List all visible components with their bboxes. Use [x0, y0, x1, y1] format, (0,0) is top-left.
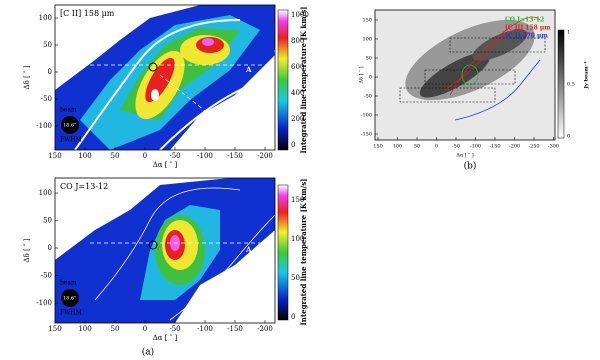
- y-tick-label: 0: [48, 244, 52, 252]
- y-tick-label: 100: [362, 37, 372, 43]
- annotation: 18.6": [63, 123, 76, 129]
- annotation: beam: [60, 107, 77, 114]
- x-tick-label: -50: [169, 325, 180, 333]
- y-tick-label: 150: [362, 18, 372, 24]
- plot-frame: [54, 4, 276, 151]
- colorbar-tick-label: 0: [567, 134, 570, 140]
- annotation: B: [200, 288, 206, 297]
- colorbar: [277, 9, 289, 151]
- x-tick-label: -300: [548, 144, 559, 150]
- x-tick-label: 100: [393, 144, 403, 150]
- x-tick-label: 50: [111, 152, 120, 160]
- colorbar-tick-label: 1: [567, 30, 570, 36]
- x-tick-label: -100: [470, 144, 481, 150]
- caption: (a): [142, 347, 154, 358]
- y-tick-label: 50: [43, 217, 52, 225]
- plot-frame: [374, 9, 556, 141]
- x-tick-label: 150: [373, 144, 383, 150]
- colorbar-tick-label: 150: [291, 196, 304, 204]
- x-tick-label: 150: [48, 325, 61, 333]
- annotation: N: [263, 287, 269, 295]
- y-tick-label: -50: [364, 94, 372, 100]
- y-tick-label: 100: [39, 14, 52, 22]
- colorbar-tick-label: 400: [291, 89, 304, 97]
- colorbar: [557, 29, 565, 139]
- colorbar-tick-label: 0: [291, 141, 295, 149]
- y-tick-label: 100: [39, 189, 52, 197]
- panel-label: CO J=13-12: [60, 182, 108, 191]
- overlay-map: [375, 10, 555, 140]
- legend-entry: [C II] 158 μm: [505, 25, 551, 32]
- y-tick-label: -50: [41, 95, 52, 103]
- colorbar: [277, 184, 289, 321]
- annotation: beam: [60, 280, 77, 287]
- y-tick-label: -100: [36, 299, 52, 307]
- caption: (b): [464, 161, 477, 172]
- annotation: A: [245, 65, 252, 74]
- x-tick-label: 50: [414, 144, 420, 150]
- x-tick-label: 100: [78, 325, 91, 333]
- x-tick-label: -200: [257, 325, 273, 333]
- annotation: FWHM: [60, 137, 82, 144]
- x-tick-label: 50: [111, 325, 120, 333]
- co-map: [55, 178, 275, 323]
- x-axis-label: Δα [ ″ ]: [456, 153, 474, 159]
- y-tick-label: -150: [361, 132, 372, 138]
- y-tick-label: 50: [43, 41, 52, 49]
- y-tick-label: -100: [361, 113, 372, 119]
- x-tick-label: -200: [257, 152, 273, 160]
- labels: [C II] 158 μm CO J=13-12 beam 18.6" FWHM…: [60, 9, 551, 358]
- annotation: E: [256, 129, 261, 137]
- x-tick-label: -100: [197, 152, 213, 160]
- y-tick-label: 0: [48, 68, 52, 76]
- y-tick-label: -50: [41, 272, 52, 280]
- x-tick-label: -50: [452, 144, 460, 150]
- annotation: E: [256, 302, 261, 310]
- x-tick-label: 0: [143, 152, 147, 160]
- x-tick-label: -150: [227, 325, 243, 333]
- legend-entry: [C I] 370 μm: [505, 33, 548, 40]
- annotation: 18.6": [63, 296, 76, 302]
- colorbar-label: Jy beam⁻¹: [584, 61, 590, 89]
- legend-entry: CO J=13-12: [505, 17, 544, 24]
- y-tick-label: -100: [36, 122, 52, 130]
- y-tick-label: 50: [366, 56, 372, 62]
- colorbar-tick-label: 100: [291, 235, 304, 243]
- x-axis-label: Δα [ ″ ]: [153, 334, 178, 342]
- colorbar-label: Integrated line temperature [K km/s]: [299, 7, 308, 154]
- annotation: FWHM: [60, 310, 82, 317]
- cii-map: [55, 5, 275, 150]
- x-tick-label: -150: [489, 144, 500, 150]
- y-axis-label: Δδ [ ″ ]: [359, 66, 365, 83]
- y-tick-label: 0: [369, 75, 372, 81]
- colorbar-tick-label: 600: [291, 63, 304, 71]
- x-tick-label: -50: [169, 152, 180, 160]
- x-tick-label: 100: [78, 152, 91, 160]
- annotation: B: [200, 112, 206, 121]
- colorbar-tick-label: 800: [291, 37, 304, 45]
- plot-frame: [54, 177, 276, 324]
- annotation: N: [263, 114, 269, 122]
- y-axis-label: Δδ [ ″ ]: [23, 238, 31, 262]
- x-tick-label: 0: [143, 325, 147, 333]
- colorbar-tick-label: 0: [291, 313, 295, 321]
- colorbar-tick-label: 200: [291, 115, 304, 123]
- colorbar-tick-label: 0.5: [567, 82, 575, 88]
- x-axis-label: Δα [ ″ ]: [153, 161, 178, 169]
- x-tick-label: 0: [435, 144, 438, 150]
- x-tick-label: -100: [197, 325, 213, 333]
- annotation: A: [245, 245, 252, 254]
- colorbar-tick-label: 1000: [291, 11, 309, 19]
- colorbar-tick-label: 50: [291, 274, 300, 282]
- panel-label: [C II] 158 μm: [60, 9, 115, 18]
- colorbar-label: Integrated line temperature [K km/s]: [299, 179, 308, 326]
- x-tick-label: -150: [227, 152, 243, 160]
- y-axis-label: Δδ [ ″ ]: [23, 65, 31, 89]
- x-tick-label: -200: [509, 144, 520, 150]
- x-tick-label: -250: [528, 144, 539, 150]
- x-tick-label: 150: [48, 152, 61, 160]
